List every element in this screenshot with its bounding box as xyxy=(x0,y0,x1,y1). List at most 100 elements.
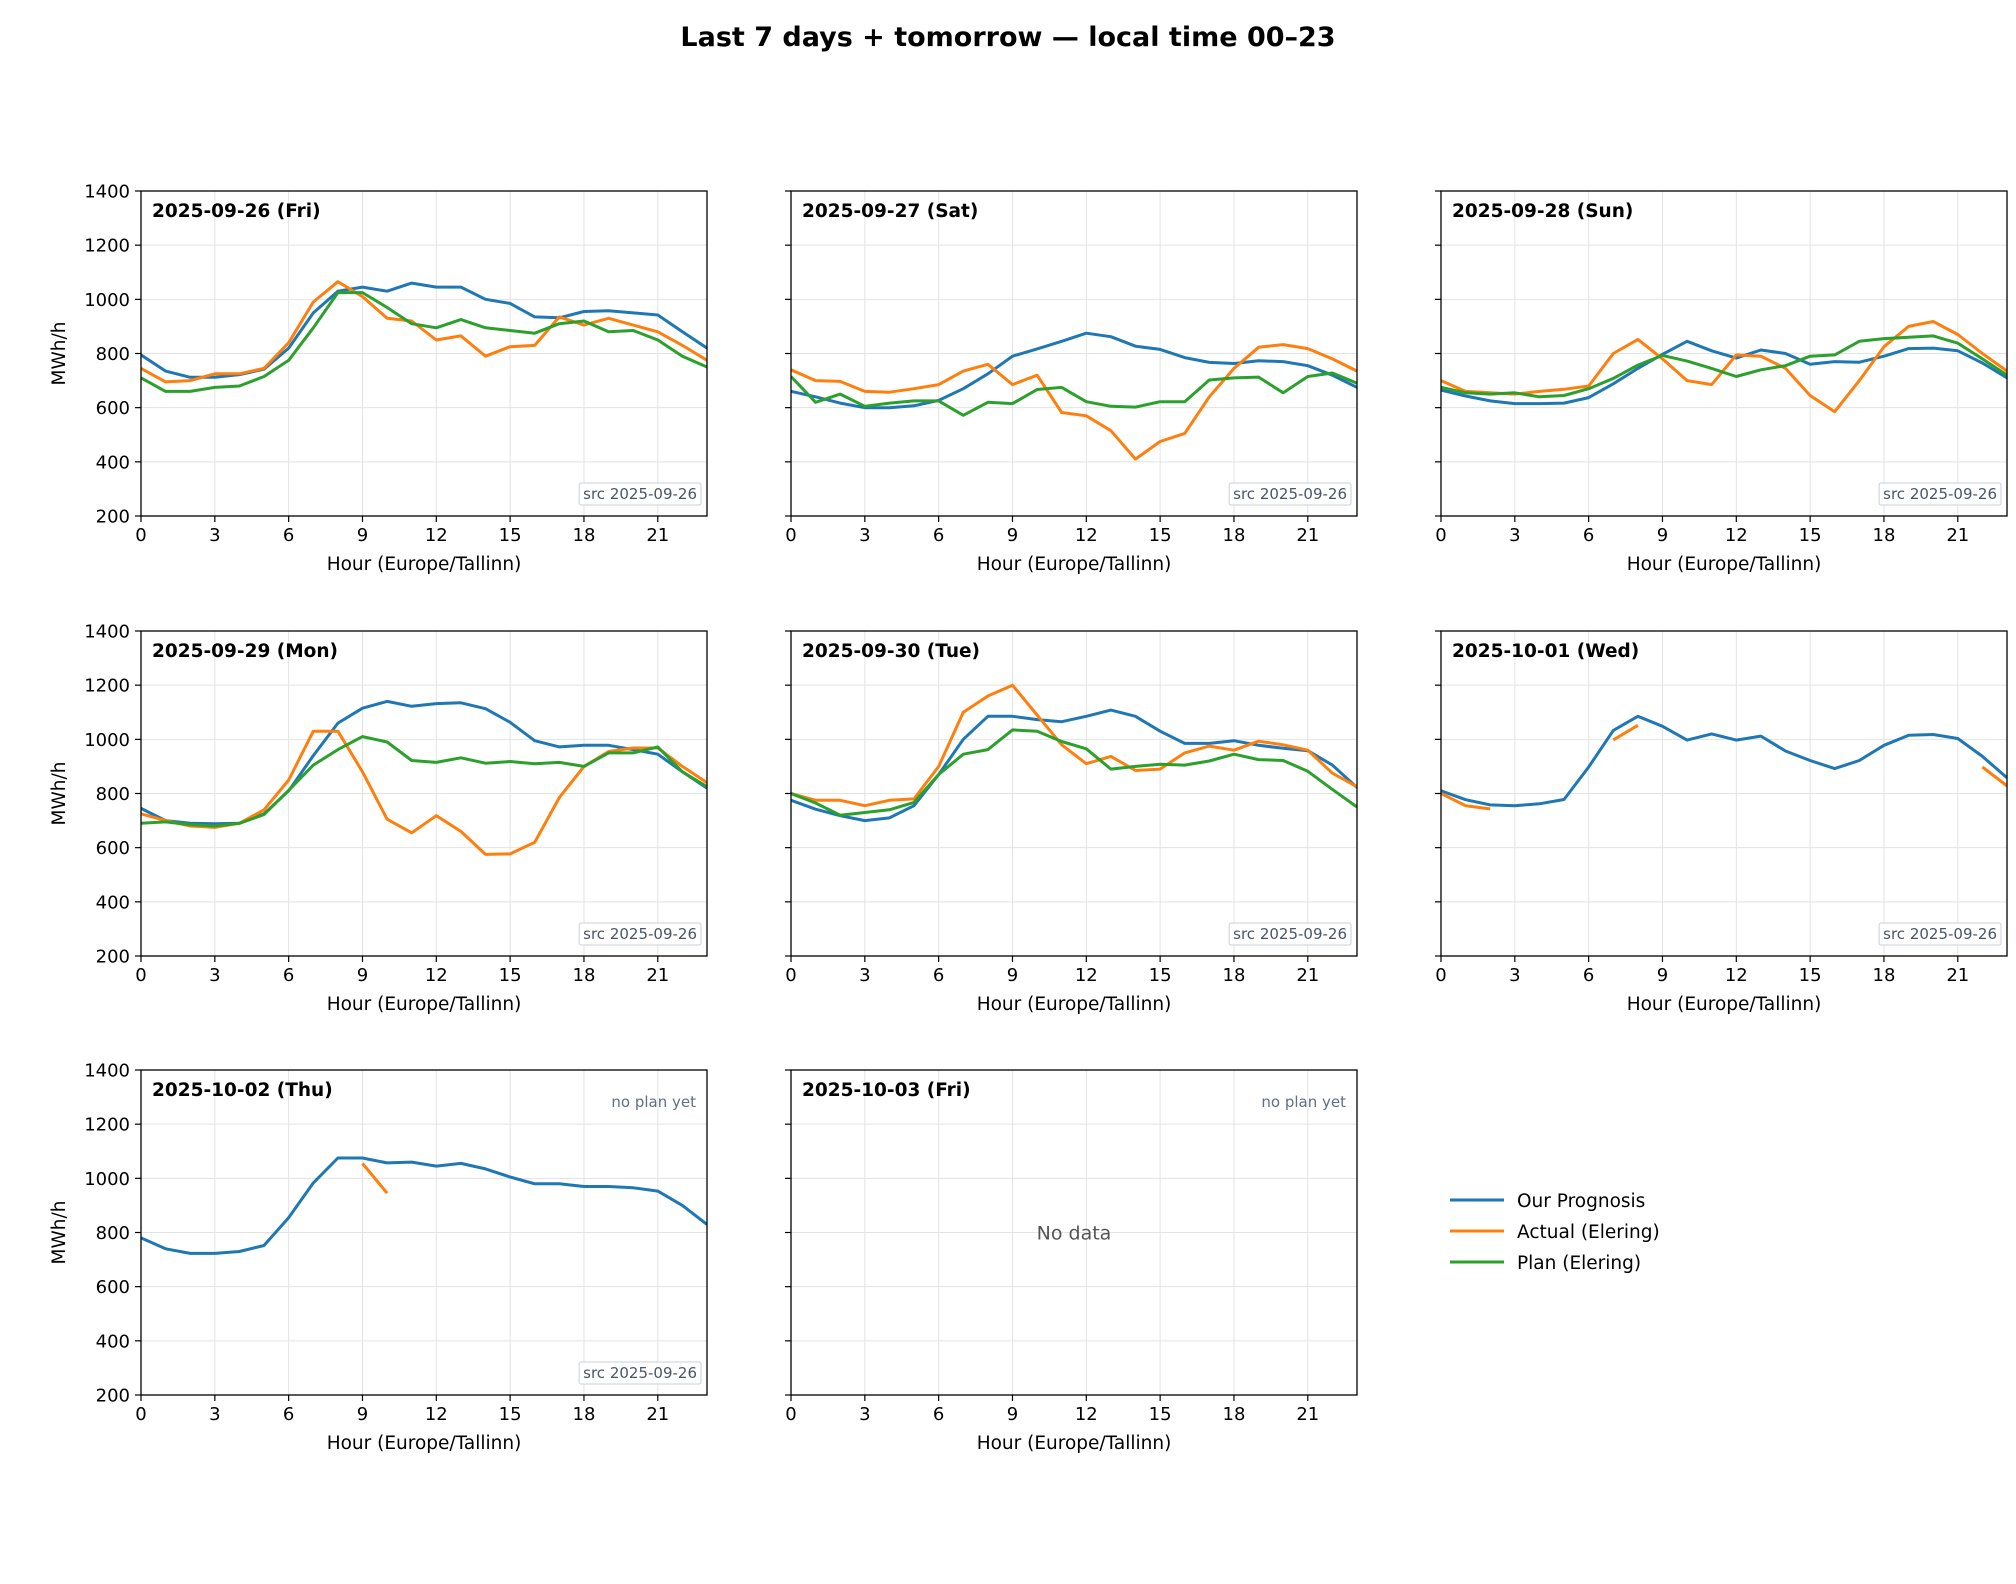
x-tick-label: 6 xyxy=(1583,965,1594,986)
source-label: src 2025-09-26 xyxy=(1883,485,1997,503)
x-tick-label: 21 xyxy=(1946,965,1969,986)
y-tick-label: 200 xyxy=(96,947,130,968)
x-tick-label: 21 xyxy=(1296,525,1319,546)
x-tick-label: 0 xyxy=(785,1404,796,1425)
panel-title: 2025-09-29 (Mon) xyxy=(152,641,338,662)
series-line-prognosis xyxy=(141,1156,707,1255)
source-label: src 2025-09-26 xyxy=(583,925,697,943)
x-tick-label: 3 xyxy=(1509,965,1520,986)
y-tick-label: 200 xyxy=(96,507,130,528)
y-tick-label: 1200 xyxy=(84,1115,130,1136)
x-tick-label: 0 xyxy=(1435,965,1446,986)
x-tick-label: 15 xyxy=(499,965,522,986)
x-tick-label: 9 xyxy=(357,525,368,546)
series-line-actual xyxy=(791,343,1357,461)
x-axis-label: Hour (Europe/Tallinn) xyxy=(977,994,1172,1015)
series-line-actual xyxy=(1441,724,2007,811)
panel-note: no plan yet xyxy=(611,1093,696,1111)
x-tick-label: 9 xyxy=(1007,525,1018,546)
x-tick-label: 15 xyxy=(1799,525,1822,546)
x-tick-label: 6 xyxy=(1583,525,1594,546)
x-tick-label: 6 xyxy=(933,965,944,986)
x-tick-label: 3 xyxy=(859,525,870,546)
panel-0: 0 3 6 9 12 15 18 21 200 400 600 800 1000 1200 1400 Hour… xyxy=(49,182,708,575)
x-tick-label: 0 xyxy=(785,965,796,986)
x-tick-label: 21 xyxy=(1296,1404,1319,1425)
source-label: src 2025-09-26 xyxy=(583,485,697,503)
x-tick-label: 21 xyxy=(1296,965,1319,986)
source-badge: src 2025-09-26 xyxy=(578,482,702,506)
x-tick-label: 15 xyxy=(1149,525,1172,546)
panel-title: 2025-10-03 (Fri) xyxy=(802,1080,971,1101)
x-axis-label: Hour (Europe/Tallinn) xyxy=(1627,554,1822,575)
x-tick-label: 0 xyxy=(135,1404,146,1425)
x-tick-label: 15 xyxy=(1149,965,1172,986)
source-badge: src 2025-09-26 xyxy=(1878,922,2002,946)
legend-label: Plan (Elering) xyxy=(1517,1253,1641,1274)
y-tick-label: 200 xyxy=(96,1386,130,1407)
y-tick-label: 1000 xyxy=(84,730,130,751)
x-tick-label: 18 xyxy=(1223,965,1246,986)
source-badge: src 2025-09-26 xyxy=(1878,482,2002,506)
x-tick-label: 15 xyxy=(499,525,522,546)
panel-4: 0 3 6 9 12 15 18 21 Hour (Europe/Tallinn) 2025-09… xyxy=(785,630,1358,1015)
panel-title: 2025-09-27 (Sat) xyxy=(802,201,978,222)
x-tick-label: 12 xyxy=(1725,965,1748,986)
no-data-text: No data xyxy=(1037,1223,1112,1245)
x-tick-label: 18 xyxy=(573,1404,596,1425)
source-badge: src 2025-09-26 xyxy=(578,922,702,946)
x-tick-label: 15 xyxy=(1149,1404,1172,1425)
series-line-actual xyxy=(791,683,1357,808)
series-group xyxy=(791,331,1357,461)
y-tick-label: 1400 xyxy=(84,182,130,203)
legend-label: Actual (Elering) xyxy=(1517,1222,1660,1243)
series-group xyxy=(1441,320,2007,414)
x-axis-label: Hour (Europe/Tallinn) xyxy=(327,1433,522,1454)
legend-item-prognosis: Our Prognosis xyxy=(1450,1191,1645,1212)
x-tick-label: 0 xyxy=(785,525,796,546)
x-tick-label: 6 xyxy=(283,525,294,546)
y-axis-label: MWh/h xyxy=(49,762,70,826)
x-tick-label: 3 xyxy=(859,965,870,986)
x-tick-label: 12 xyxy=(1075,525,1098,546)
series-group xyxy=(141,699,707,856)
x-axis-label: Hour (Europe/Tallinn) xyxy=(977,1433,1172,1454)
series-group xyxy=(141,280,707,393)
x-axis-label: Hour (Europe/Tallinn) xyxy=(327,554,522,575)
panels: 0 3 6 9 12 15 18 21200400600800100012001400Hour… xyxy=(49,182,2008,1454)
series-line-plan xyxy=(791,371,1357,417)
series-group xyxy=(1441,714,2007,811)
panel-6: 0 3 6 9 12 15 18 21 200 400 600 800 1000 1200 1400 Hour… xyxy=(49,1061,708,1454)
x-tick-label: 9 xyxy=(1007,965,1018,986)
series-line-prognosis xyxy=(1441,339,2007,406)
x-tick-label: 9 xyxy=(1007,1404,1018,1425)
series-group xyxy=(141,1156,707,1255)
y-tick-label: 400 xyxy=(96,892,130,913)
y-tick-label: 800 xyxy=(96,784,130,805)
x-tick-label: 18 xyxy=(1873,525,1896,546)
panel-2: 0 3 6 9 12 15 18 21 Hour (Europe/Tallinn) 2025-09… xyxy=(1435,190,2008,575)
series-line-prognosis xyxy=(791,708,1357,823)
source-label: src 2025-09-26 xyxy=(1233,925,1347,943)
series-line-plan xyxy=(141,291,707,393)
x-tick-label: 21 xyxy=(646,965,669,986)
x-tick-label: 12 xyxy=(1075,965,1098,986)
legend-item-actual: Actual (Elering) xyxy=(1450,1222,1660,1243)
x-tick-label: 21 xyxy=(1946,525,1969,546)
y-axis-label: MWh/h xyxy=(49,1201,70,1265)
x-tick-label: 6 xyxy=(933,1404,944,1425)
x-tick-label: 12 xyxy=(1075,1404,1098,1425)
x-tick-label: 12 xyxy=(1725,525,1748,546)
y-tick-label: 600 xyxy=(96,398,130,419)
x-tick-label: 6 xyxy=(283,1404,294,1425)
y-tick-label: 1200 xyxy=(84,236,130,257)
source-badge: src 2025-09-26 xyxy=(1228,482,1352,506)
x-tick-label: 3 xyxy=(859,1404,870,1425)
series-line-plan xyxy=(141,735,707,828)
x-tick-label: 3 xyxy=(209,525,220,546)
y-tick-label: 800 xyxy=(96,344,130,365)
source-label: src 2025-09-26 xyxy=(1883,925,1997,943)
figure-title: Last 7 days + tomorrow — local time 00–2… xyxy=(680,22,1335,53)
y-tick-label: 1000 xyxy=(84,290,130,311)
